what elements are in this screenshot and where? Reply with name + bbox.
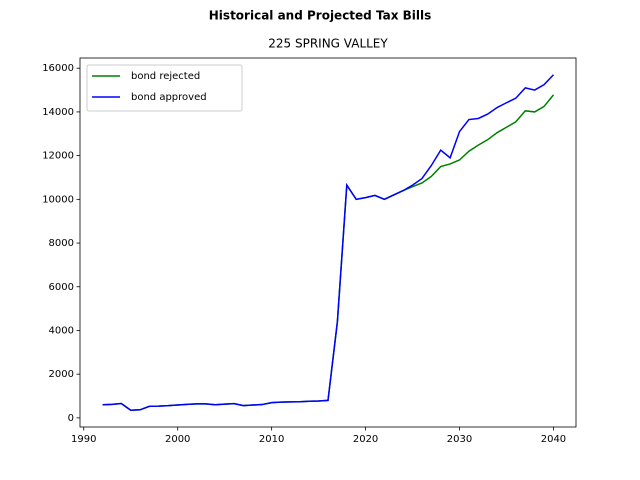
legend-label: bond approved [131, 92, 207, 103]
x-tick-label: 2020 [353, 434, 378, 445]
y-tick-label: 10000 [42, 194, 74, 205]
y-tick-label: 6000 [49, 282, 74, 293]
x-tick-label: 2030 [447, 434, 472, 445]
y-tick-label: 16000 [42, 63, 74, 74]
y-tick-label: 14000 [42, 107, 74, 118]
line [102, 74, 554, 411]
y-tick-label: 8000 [49, 238, 74, 249]
legend-box [86, 64, 243, 112]
axes-frame [79, 57, 577, 428]
y-tick-label: 2000 [49, 369, 74, 380]
chart-subtitle: 225 SPRING VALLEY [268, 37, 388, 51]
chart-title: Historical and Projected Tax Bills [209, 9, 431, 23]
y-tick-label: 0 [68, 413, 74, 424]
x-tick-label: 1990 [71, 434, 96, 445]
x-tick-label: 2010 [259, 434, 284, 445]
y-tick-label: 12000 [42, 151, 74, 162]
x-tick-label: 2000 [165, 434, 190, 445]
y-tick-label: 4000 [49, 325, 74, 336]
x-tick-label: 2040 [541, 434, 566, 445]
legend-label: bond rejected [131, 71, 200, 82]
